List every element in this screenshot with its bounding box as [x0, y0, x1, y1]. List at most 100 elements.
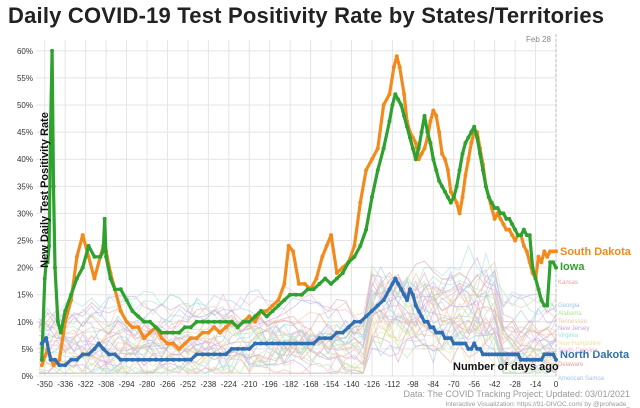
data-point: [270, 303, 275, 308]
background-series-line: [38, 297, 557, 372]
y-tick-label: 10%: [17, 318, 33, 327]
data-point: [55, 319, 60, 324]
x-tick-label: 0: [554, 380, 559, 389]
x-tick-label: -140: [343, 380, 360, 389]
data-point: [375, 303, 380, 308]
data-point: [334, 330, 339, 335]
x-tick-label: -196: [262, 380, 279, 389]
data-point: [533, 357, 538, 362]
data-point: [451, 341, 456, 346]
data-point: [472, 124, 477, 129]
background-series-label: Delaware: [558, 362, 584, 368]
y-axis-title: New Daily Test Positivity Rate: [39, 112, 51, 268]
data-point: [486, 352, 491, 357]
y-tick-label: 0%: [21, 372, 33, 381]
data-point: [454, 341, 459, 346]
data-point: [501, 352, 506, 357]
data-point: [431, 325, 436, 330]
data-point: [159, 330, 164, 335]
data-point: [524, 249, 529, 254]
data-point: [492, 206, 497, 210]
data-point: [422, 146, 427, 151]
data-point: [492, 352, 497, 357]
data-point: [390, 103, 395, 108]
data-point: [136, 314, 141, 319]
data-point: [442, 189, 447, 194]
x-tick-label: -84: [428, 380, 440, 389]
data-point: [177, 346, 182, 351]
x-tick-label: -252: [180, 380, 197, 389]
data-point: [86, 352, 91, 357]
data-point: [147, 319, 152, 324]
data-point: [206, 352, 211, 357]
background-series-label: South Carolina: [558, 348, 598, 354]
data-point: [358, 319, 363, 324]
data-point: [416, 146, 421, 151]
data-point: [548, 249, 553, 254]
data-point: [428, 140, 433, 145]
data-point: [551, 249, 556, 254]
data-point: [346, 260, 351, 265]
data-point: [495, 206, 500, 210]
data-point: [264, 314, 269, 319]
y-tick-label: 60%: [17, 47, 33, 56]
data-point: [463, 173, 468, 178]
data-point: [235, 346, 240, 351]
x-tick-label: -70: [448, 380, 460, 389]
data-point: [536, 357, 541, 362]
data-point: [258, 308, 263, 313]
data-point: [495, 352, 500, 357]
data-point: [396, 97, 401, 102]
data-point: [480, 168, 485, 173]
data-point: [358, 200, 363, 205]
data-point: [554, 249, 558, 254]
x-tick-label: -42: [489, 380, 501, 389]
data-point: [416, 308, 421, 313]
x-tick-label: -238: [200, 380, 217, 389]
data-point: [530, 357, 535, 362]
y-tick-label: 25%: [17, 237, 33, 246]
data-point: [396, 281, 401, 286]
x-tick-label: -112: [385, 380, 401, 389]
data-point: [440, 184, 445, 189]
data-point: [98, 254, 103, 259]
data-point: [524, 357, 529, 362]
y-tick-label: 30%: [17, 209, 33, 218]
data-point: [69, 292, 74, 297]
series-label: North Dakota: [560, 349, 630, 361]
data-point: [475, 346, 480, 351]
data-point: [407, 287, 412, 292]
data-point: [223, 352, 228, 357]
data-point: [247, 319, 252, 324]
series-label: South Dakota: [560, 246, 632, 258]
data-point: [510, 352, 515, 357]
background-series-label: New Hampshire: [558, 341, 601, 347]
data-point: [548, 352, 553, 357]
data-point: [165, 341, 170, 346]
data-point: [364, 314, 369, 319]
visualization-credit[interactable]: Interactive Visualization: https://91-DI…: [445, 401, 630, 408]
data-point: [410, 146, 415, 151]
data-point: [92, 276, 97, 281]
background-series-label: Kansas: [558, 280, 578, 286]
data-point: [437, 130, 442, 135]
data-point: [507, 352, 512, 357]
x-tick-label: -126: [364, 380, 381, 389]
data-point: [247, 346, 252, 351]
data-point: [223, 319, 228, 324]
background-series-line: [38, 291, 557, 374]
data-point: [200, 352, 205, 357]
data-point: [391, 65, 396, 70]
data-point: [425, 319, 430, 324]
data-point: [394, 54, 399, 59]
data-point: [375, 168, 380, 173]
data-point: [521, 357, 526, 362]
y-tick-label: 5%: [21, 345, 33, 354]
x-tick-label: -308: [98, 380, 115, 389]
data-point: [282, 298, 287, 303]
data-point: [448, 336, 453, 341]
data-point: [48, 357, 53, 362]
data-point: [504, 227, 509, 232]
data-point: [393, 276, 398, 281]
